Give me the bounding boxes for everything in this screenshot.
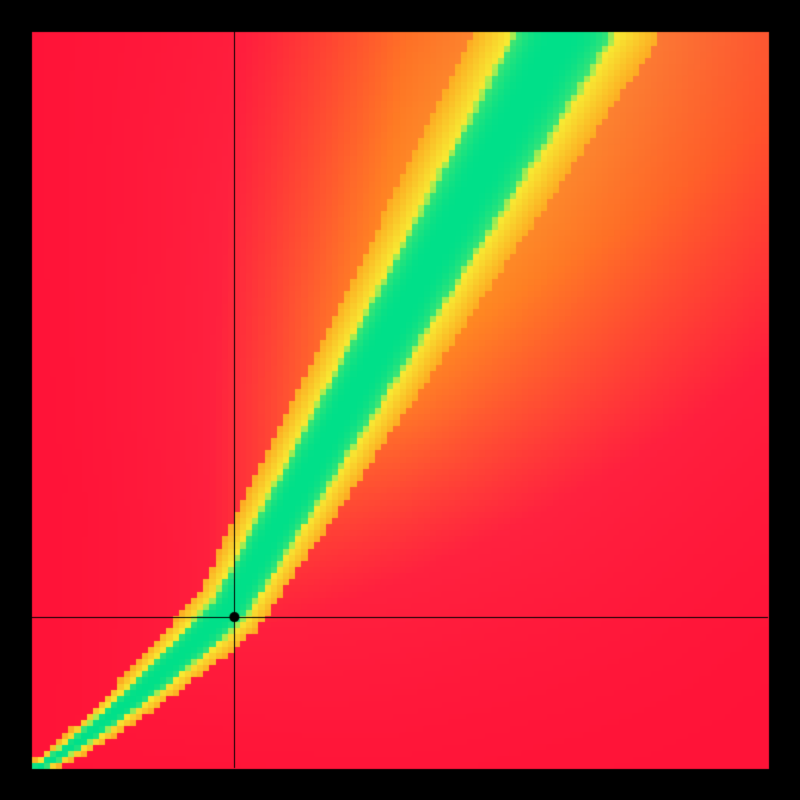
chart-frame: TheBottleneck.com [0,0,800,800]
heatmap-canvas [0,0,800,800]
